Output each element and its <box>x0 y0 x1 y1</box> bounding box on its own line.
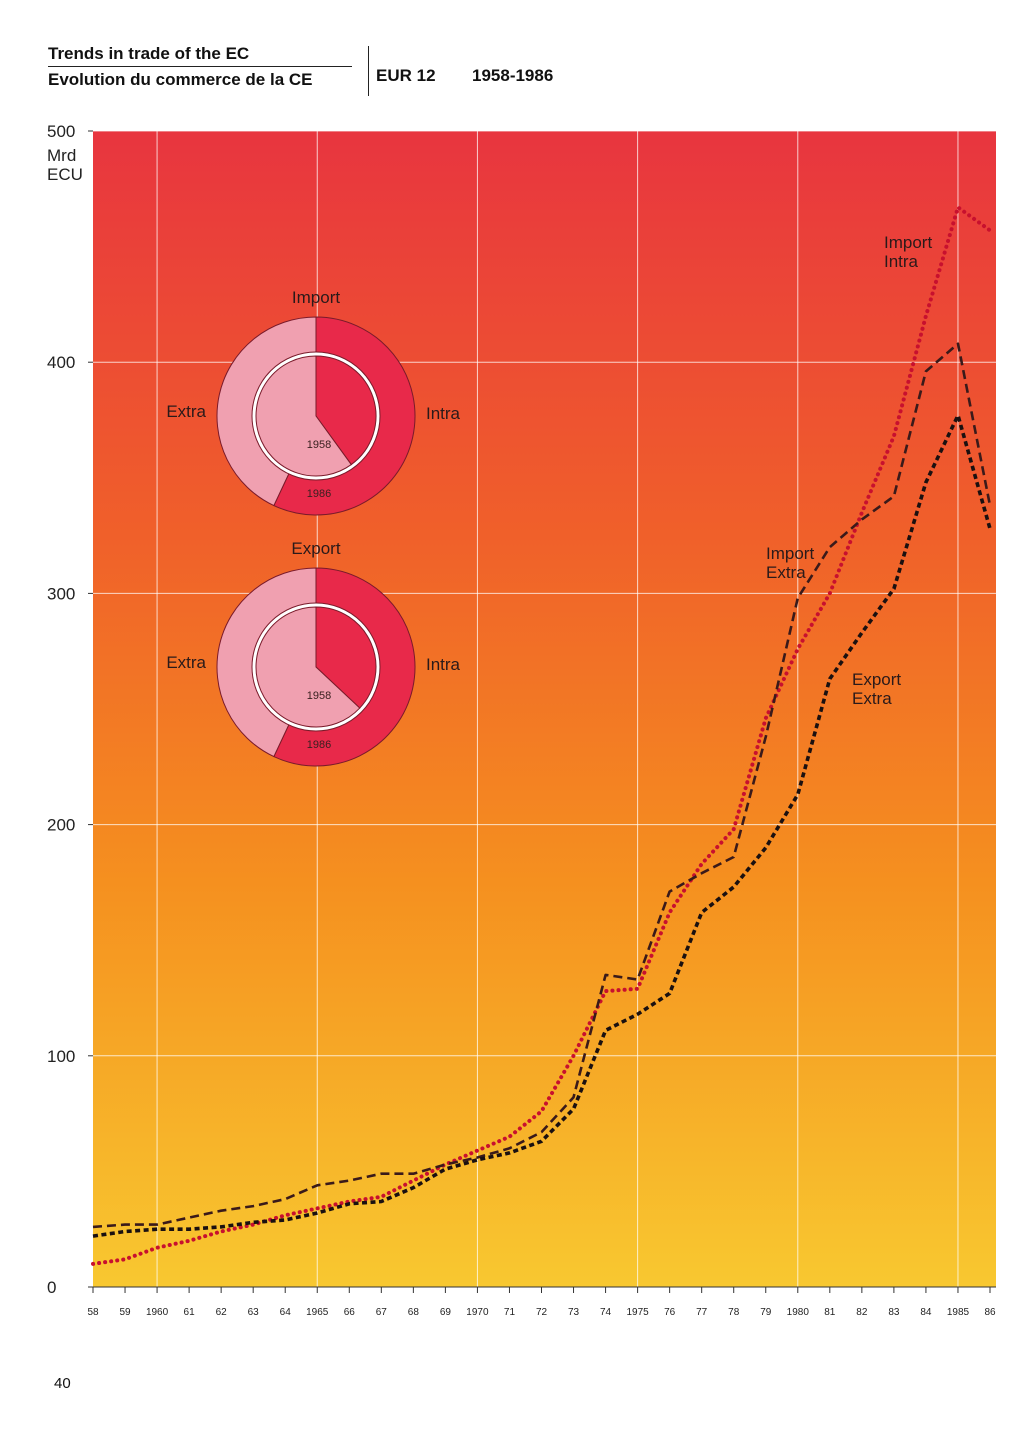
series-annotation: Export <box>852 670 901 689</box>
years-label: 1958-1986 <box>472 66 554 85</box>
title-french: Evolution du commerce de la CE <box>48 70 313 89</box>
series-annotation: Extra <box>766 563 806 582</box>
x-tick-label: 64 <box>280 1307 292 1318</box>
x-tick-label: 62 <box>216 1307 228 1318</box>
donut-import: Import Extra Intra 1958 1986 <box>166 288 461 516</box>
x-tick-label: 1980 <box>787 1307 810 1318</box>
series-line-import-intra <box>91 205 992 1266</box>
x-tick-label: 1960 <box>146 1307 169 1318</box>
series-annotation: Import <box>766 544 814 563</box>
donut-inner-intra <box>315 355 377 466</box>
x-tick-label: 1975 <box>626 1307 649 1318</box>
series-annotation: Extra <box>852 689 892 708</box>
x-tick-label: 74 <box>600 1307 612 1318</box>
x-tick-label: 79 <box>760 1307 772 1318</box>
donut-outer-year: 1986 <box>307 739 331 751</box>
donut-inner-intra <box>315 606 377 709</box>
y-tick-label: 100 <box>47 1047 75 1066</box>
y-tick-label: 200 <box>47 816 75 835</box>
x-tick-label: 67 <box>376 1307 388 1318</box>
x-tick-label: 61 <box>184 1307 196 1318</box>
series-line-export-extra <box>92 413 992 1238</box>
x-tick-label: 72 <box>536 1307 548 1318</box>
x-tick-label: 68 <box>408 1307 420 1318</box>
x-tick-label: 59 <box>119 1307 131 1318</box>
x-tick-label: 63 <box>248 1307 260 1318</box>
x-tick-label: 83 <box>888 1307 900 1318</box>
donut-outer-year: 1986 <box>307 488 331 500</box>
donut-export: Export Extra Intra 1958 1986 <box>166 539 461 767</box>
series-line-import-extra <box>92 342 992 1229</box>
x-tick-label: 1965 <box>306 1307 329 1318</box>
title-english: Trends in trade of the EC <box>48 44 250 63</box>
x-tick-label: 78 <box>728 1307 740 1318</box>
donut-inner-year: 1958 <box>307 690 331 702</box>
donut-label-extra: Extra <box>166 653 206 672</box>
donut-label-extra: Extra <box>166 402 206 421</box>
y-axis-unit-line2: ECU <box>47 165 83 184</box>
title-divider <box>48 66 352 67</box>
series-annotation: Intra <box>884 252 919 271</box>
series-annotation: Import <box>884 233 932 252</box>
x-tick-label: 81 <box>824 1307 836 1318</box>
x-tick-label: 77 <box>696 1307 708 1318</box>
region-label: EUR 12 <box>376 66 436 85</box>
donut-title: Import <box>292 288 340 307</box>
x-tick-label: 69 <box>440 1307 452 1318</box>
x-tick-label: 84 <box>920 1307 932 1318</box>
x-tick-label: 66 <box>344 1307 356 1318</box>
donut-inner-extra <box>255 606 361 728</box>
x-tick-label: 1970 <box>466 1307 489 1318</box>
axes: 0 100 200 300 400 500 58 59 1960 61 62 63 64 1965 66 67… <box>47 122 996 1318</box>
donut-title: Export <box>291 539 340 558</box>
series-lines <box>91 205 992 1266</box>
y-tick-label: 0 <box>47 1278 56 1297</box>
x-tick-label: 1985 <box>947 1307 970 1318</box>
y-tick-label: 400 <box>47 353 75 372</box>
donut-inner-extra <box>255 355 352 477</box>
x-tick-label: 76 <box>664 1307 676 1318</box>
donut-label-intra: Intra <box>426 655 461 674</box>
header-separator <box>368 46 369 96</box>
y-axis-unit-line1: Mrd <box>47 146 76 165</box>
donut-label-intra: Intra <box>426 404 461 423</box>
y-tick-label: 300 <box>47 584 75 603</box>
x-tick-label: 73 <box>568 1307 580 1318</box>
x-tick-label: 82 <box>856 1307 868 1318</box>
page-number: 40 <box>54 1375 71 1392</box>
x-tick-label: 71 <box>504 1307 516 1318</box>
y-tick-label: 500 <box>47 122 75 141</box>
x-tick-label: 86 <box>984 1307 996 1318</box>
donut-inner-year: 1958 <box>307 439 331 451</box>
share-donuts: Import Extra Intra 1958 1986 Export Extra Intra… <box>166 288 461 767</box>
chart-header: Trends in trade of the EC Evolution du c… <box>48 44 352 90</box>
x-tick-label: 58 <box>87 1307 99 1318</box>
